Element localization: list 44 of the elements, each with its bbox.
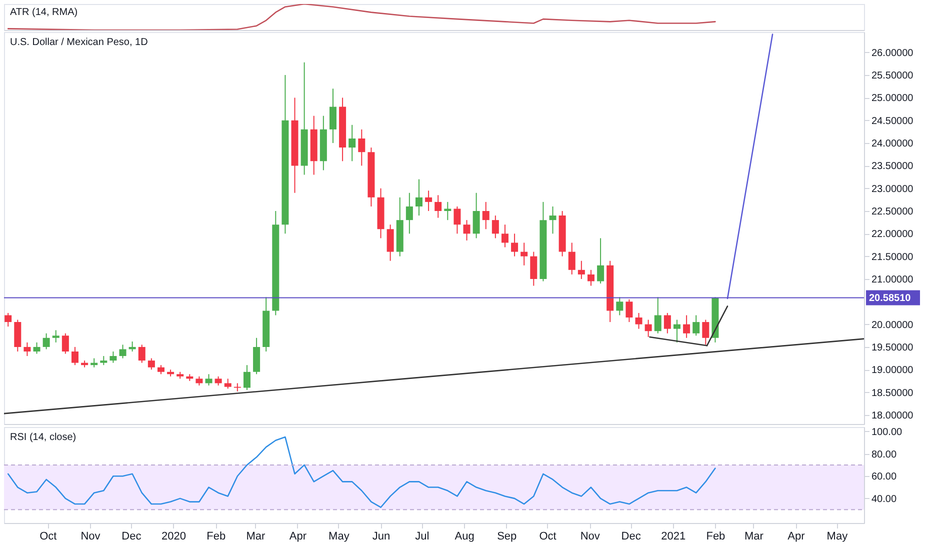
y-tick-label: 22.50000 <box>872 206 914 218</box>
x-tick-label: May <box>328 530 350 542</box>
x-tick-label: Nov <box>80 530 101 542</box>
y-tick-label: 18.50000 <box>872 388 914 399</box>
x-tick-label: Mar <box>246 530 266 542</box>
y-tick-label: 23.50000 <box>872 161 914 172</box>
y-tick-label: 25.00000 <box>872 93 914 104</box>
y-tick-label: 19.00000 <box>872 365 914 376</box>
text: U.S. Dollar / Mexican Peso, 1D <box>10 37 148 48</box>
x-tick-label: Dec <box>122 530 142 542</box>
y-tick-label: 21.00000 <box>872 274 914 286</box>
y-tick-label: 20.00000 <box>872 320 914 331</box>
ref-line-label: 20.58510 <box>869 292 912 304</box>
y-tick-label: 40.00 <box>872 494 897 505</box>
x-tick-label: 2021 <box>661 530 686 542</box>
x-tick-label: May <box>826 530 848 542</box>
y-tick-label: 24.00000 <box>872 138 914 150</box>
y-tick-label: 25.50000 <box>872 70 914 82</box>
y-tick-label: 19.50000 <box>872 342 914 354</box>
y-tick-label: 23.00000 <box>872 184 914 195</box>
y-tick-label: 24.50000 <box>872 116 914 127</box>
text: RSI (14, close) <box>10 432 76 443</box>
x-tick-label: 2020 <box>162 530 186 542</box>
x-tick-label: Dec <box>621 530 642 542</box>
x-tick-label: Jul <box>415 530 430 542</box>
x-tick-label: Oct <box>539 530 556 542</box>
y-tick-label: 100.00 <box>872 426 903 438</box>
y-tick-label: 26.00000 <box>872 48 914 59</box>
x-tick-label: Nov <box>580 530 600 542</box>
x-tick-label: Apr <box>289 530 307 542</box>
x-tick-label: Jun <box>372 530 390 542</box>
x-tick-label: Oct <box>40 530 57 542</box>
x-tick-label: Sep <box>497 530 517 542</box>
y-tick-label: 21.50000 <box>872 252 914 263</box>
y-tick-label: 22.00000 <box>872 229 914 240</box>
y-tick-label: 60.00 <box>872 472 897 483</box>
x-tick-label: Feb <box>706 530 726 542</box>
y-tick-label: 80.00 <box>872 449 897 460</box>
x-tick-label: Feb <box>206 530 226 542</box>
y-tick-label: 18.00000 <box>872 410 914 422</box>
x-tick-label: Apr <box>788 530 806 542</box>
chart-title: ATR (14, RMA) <box>10 7 78 18</box>
x-tick-label: Mar <box>744 530 764 542</box>
x-tick-label: Aug <box>454 530 474 542</box>
